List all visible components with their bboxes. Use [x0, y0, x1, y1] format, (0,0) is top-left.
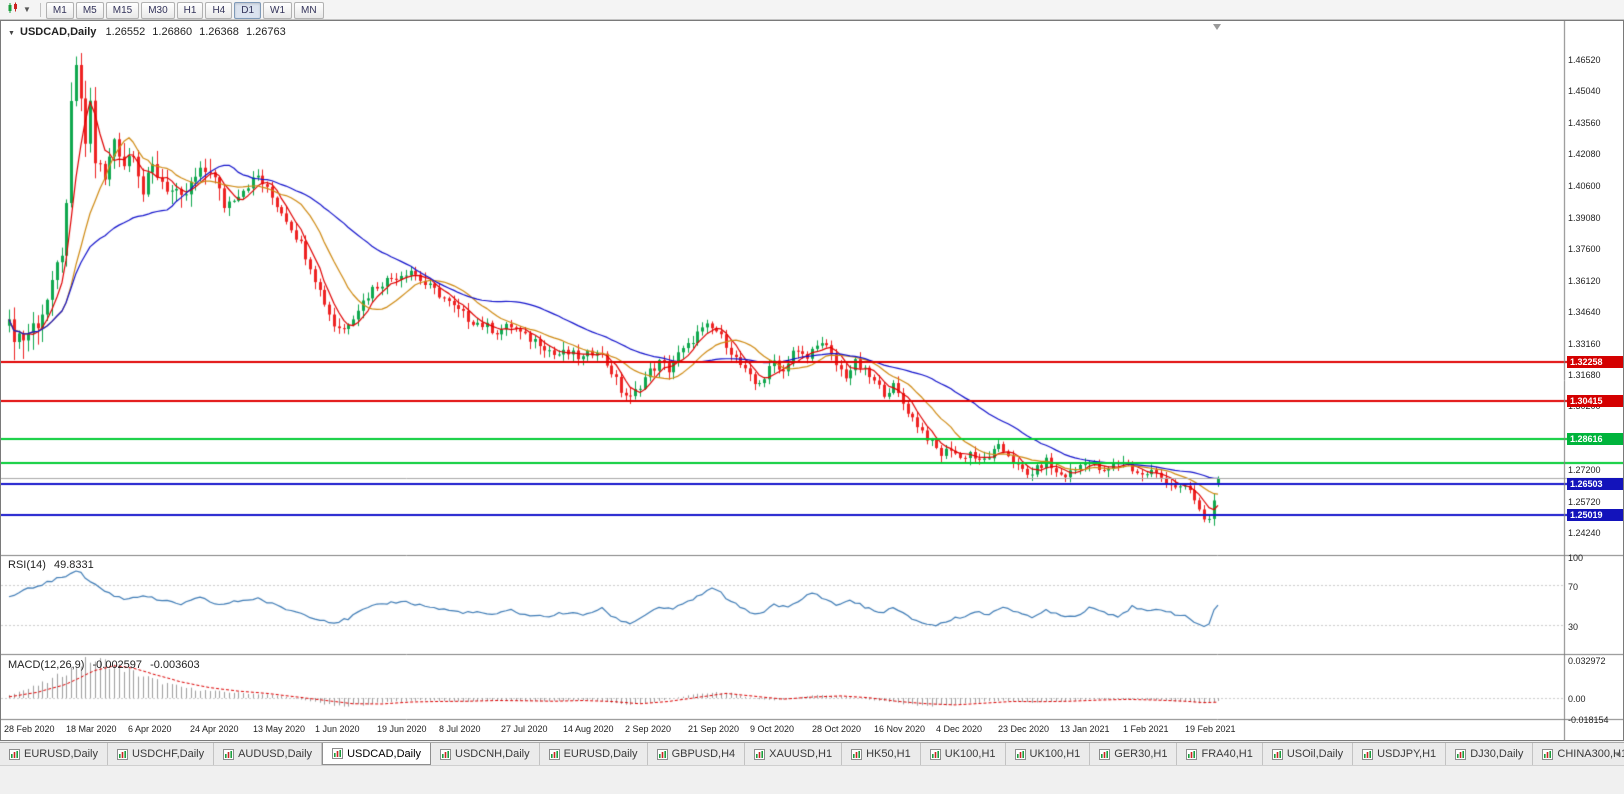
tab-label: FRA40,H1	[1201, 748, 1253, 760]
tab-chart-icon	[1362, 748, 1374, 760]
low-value: 1.26368	[199, 26, 239, 38]
tab-label: UK100,H1	[944, 748, 996, 760]
rsi-value: 49.8331	[53, 559, 94, 571]
tab-label: USOil,Daily	[1286, 748, 1344, 760]
chart-tab-fra40-h1[interactable]: FRA40,H1	[1177, 743, 1263, 765]
chart-tab-eurusd-daily[interactable]: EURUSD,Daily	[0, 743, 108, 765]
symbol-period-label: USDCAD,Daily	[20, 26, 97, 38]
chart-tab-hk50-h1[interactable]: HK50,H1	[842, 743, 921, 765]
timeframe-button-m30[interactable]: M30	[141, 2, 175, 19]
tab-chart-icon	[1455, 748, 1467, 760]
rsi-indicator-label: RSI(14) 49.8331	[8, 559, 94, 571]
chart-tab-usdcnh-daily[interactable]: USDCNH,Daily	[431, 743, 540, 765]
tab-chart-icon	[1186, 748, 1198, 760]
candlestick-chart-icon	[7, 1, 21, 19]
tab-label: AUDUSD,Daily	[238, 748, 313, 760]
timeframe-button-h4[interactable]: H4	[205, 2, 233, 19]
timeframe-buttons: M1 M5 M15 M30 H1 H4 D1 W1 MN	[45, 0, 326, 19]
chart-tab-china300-h1[interactable]: CHINA300,H1	[1533, 743, 1624, 765]
chart-tab-audusd-daily[interactable]: AUDUSD,Daily	[214, 743, 323, 765]
close-value: 1.26763	[245, 26, 286, 38]
timeframe-button-w1[interactable]: W1	[263, 2, 293, 19]
tab-label: XAUUSD,H1	[769, 748, 833, 760]
chart-tab-uk100-h1[interactable]: UK100,H1	[1006, 743, 1091, 765]
rsi-name: RSI(14)	[8, 559, 46, 571]
chart-tab-eurusd-daily[interactable]: EURUSD,Daily	[540, 743, 648, 765]
macd-main-value: -0.002597	[92, 659, 143, 671]
tab-label: USDJPY,H1	[1377, 748, 1437, 760]
timeframe-button-m1[interactable]: M1	[45, 2, 74, 19]
tab-scroll-arrow[interactable]: ◄	[1614, 750, 1622, 759]
macd-signal-value: -0.003603	[150, 659, 200, 671]
chevron-down-icon: ▼	[23, 5, 31, 14]
tab-chart-icon	[929, 748, 941, 760]
toolbar: ▼ M1 M5 M15 M30 H1 H4 D1 W1 MN	[0, 0, 1624, 20]
tab-label: EURUSD,Daily	[563, 748, 638, 760]
chart-type-button[interactable]: ▼	[4, 2, 34, 18]
tab-chart-icon	[1014, 748, 1026, 760]
timeframe-button-d1[interactable]: D1	[234, 2, 262, 19]
tab-chart-icon	[1271, 748, 1283, 760]
tab-chart-icon	[656, 748, 668, 760]
timeframe-button-m15[interactable]: M15	[105, 2, 140, 19]
chart-window: 1.46520 1.45040 1.43560 1.42080 1.40600 1.390…	[0, 20, 1624, 741]
chart-tab-uk100-h1[interactable]: UK100,H1	[921, 743, 1006, 765]
tab-chart-icon	[1542, 748, 1554, 760]
chart-tab-usoil-daily[interactable]: USOil,Daily	[1263, 743, 1354, 765]
high-value: 1.26860	[152, 26, 193, 38]
tab-label: GBPUSD,H4	[671, 748, 736, 760]
window-caret-icon: ▼	[8, 30, 15, 37]
macd-name: MACD(12,26,9)	[8, 659, 85, 671]
tab-chart-icon	[851, 748, 863, 760]
tab-label: USDCAD,Daily	[347, 747, 422, 760]
chart-title: ▼ USDCAD,Daily 1.26552 1.26860 1.26368 1…	[8, 26, 286, 38]
timeframe-button-mn[interactable]: MN	[294, 2, 324, 19]
chart-shift-marker[interactable]	[1213, 24, 1221, 30]
tab-chart-icon	[548, 748, 560, 760]
chart-tabs: EURUSD,Daily USDCHF,Daily AUDUSD,Daily USDC…	[0, 743, 1624, 765]
timeframe-button-m5[interactable]: M5	[75, 2, 104, 19]
tab-label: UK100,H1	[1029, 748, 1081, 760]
tab-label: GER30,H1	[1114, 748, 1168, 760]
tab-label: HK50,H1	[866, 748, 911, 760]
macd-indicator-label: MACD(12,26,9) -0.002597 -0.003603	[8, 659, 200, 671]
tab-label: USDCNH,Daily	[455, 748, 530, 760]
chart-tab-bar: EURUSD,Daily USDCHF,Daily AUDUSD,Daily USDC…	[0, 742, 1624, 766]
tab-label: CHINA300,H1	[1557, 748, 1624, 760]
chart-tab-usdjpy-h1[interactable]: USDJPY,H1	[1353, 743, 1447, 765]
chart-tab-dj30-daily[interactable]: DJ30,Daily	[1446, 743, 1534, 765]
price-chart-canvas[interactable]	[1, 21, 1623, 740]
chart-tab-ger30-h1[interactable]: GER30,H1	[1090, 743, 1178, 765]
tab-label: USDCHF,Daily	[131, 748, 205, 760]
chart-tab-usdchf-daily[interactable]: USDCHF,Daily	[108, 743, 215, 765]
chart-tab-usdcad-daily[interactable]: USDCAD,Daily	[322, 743, 432, 765]
chart-tab-xauusd-h1[interactable]: XAUUSD,H1	[745, 743, 843, 765]
timeframe-button-h1[interactable]: H1	[176, 2, 204, 19]
tab-chart-icon	[754, 748, 766, 760]
toolbar-separator	[39, 2, 41, 17]
tab-chart-icon	[332, 748, 344, 759]
tab-label: EURUSD,Daily	[24, 748, 98, 760]
chart-tab-gbpusd-h4[interactable]: GBPUSD,H4	[648, 743, 746, 765]
open-value: 1.26552	[105, 26, 146, 38]
tab-label: DJ30,Daily	[1470, 748, 1524, 760]
tab-chart-icon	[440, 748, 452, 760]
tab-chart-icon	[116, 748, 128, 760]
tab-chart-icon	[9, 748, 20, 760]
tab-chart-icon	[223, 748, 235, 760]
tab-chart-icon	[1099, 748, 1111, 760]
